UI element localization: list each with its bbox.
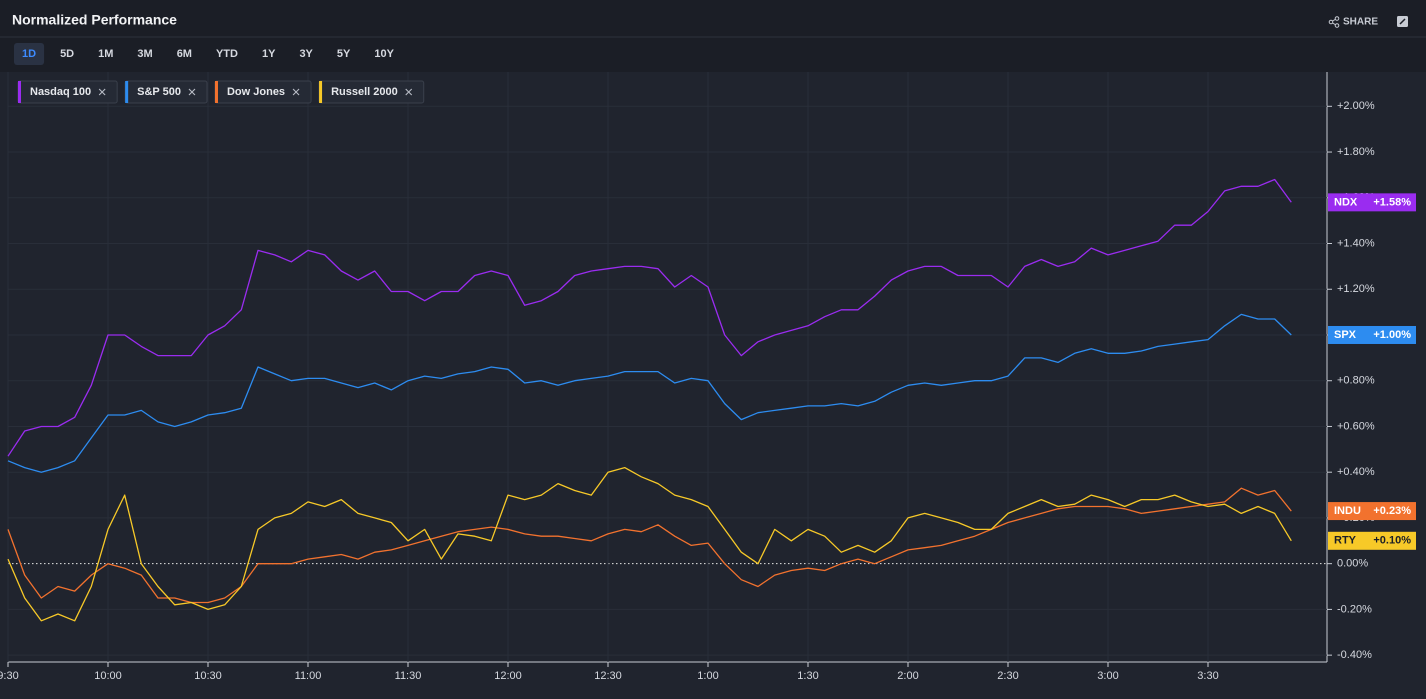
range-button[interactable]: 5Y <box>329 43 358 65</box>
range-label[interactable]: 1D <box>22 48 36 60</box>
range-label[interactable]: 3Y <box>299 48 313 60</box>
legend-swatch <box>18 81 21 103</box>
y-tick-label: 0.00% <box>1337 558 1368 570</box>
remove-stroke <box>292 88 300 96</box>
series-symbol: RTY <box>1334 535 1357 547</box>
last-value-tag-bg <box>1328 325 1416 344</box>
x-tick-label: 3:00 <box>1097 670 1118 682</box>
x-tick-label: 12:30 <box>594 670 622 682</box>
last-value-tag: SPX +1.00% <box>1328 325 1416 344</box>
range-label[interactable]: 5D <box>60 48 74 60</box>
remove-stroke <box>188 88 196 96</box>
y-tick-label: +0.80% <box>1337 375 1375 387</box>
x-tick-label: 2:00 <box>897 670 918 682</box>
series-line <box>7 487 1292 604</box>
share-button[interactable]: SHARE <box>1343 17 1378 28</box>
share-icon[interactable] <box>1328 16 1340 28</box>
legend-label: Dow Jones <box>227 86 285 98</box>
x-tick-label: 12:00 <box>494 670 522 682</box>
legend-label: Nasdaq 100 <box>30 86 91 98</box>
last-value-label: +1.58% <box>1373 196 1411 208</box>
range-button[interactable]: 1D <box>14 43 45 65</box>
range-button[interactable]: 1M <box>90 43 121 65</box>
last-value-label: +0.10% <box>1373 535 1411 547</box>
range-button[interactable]: 10Y <box>366 43 402 65</box>
range-label[interactable]: YTD <box>216 48 238 60</box>
x-tick-label: 11:30 <box>395 670 422 682</box>
y-tick-label: +0.40% <box>1337 466 1375 478</box>
remove-stroke <box>405 88 413 96</box>
range-button[interactable]: 3Y <box>291 43 320 65</box>
y-tick-label: -0.40% <box>1337 649 1372 661</box>
remove-series-icon[interactable] <box>405 88 413 96</box>
x-tick-label: 10:00 <box>94 670 122 682</box>
legend-swatch <box>125 81 129 103</box>
range-button-bg <box>14 43 45 65</box>
x-tick-label: 1:00 <box>697 670 718 682</box>
range-label[interactable]: 5Y <box>337 48 351 60</box>
range-button[interactable]: YTD <box>208 43 246 65</box>
series-line <box>7 313 1292 473</box>
range-button[interactable]: 6M <box>169 43 200 65</box>
last-value-tag: INDU +0.23% <box>1328 502 1416 521</box>
last-value-tag-bg <box>1328 502 1416 521</box>
last-value-tag: NDX +1.58% <box>1328 193 1416 212</box>
range-label[interactable]: 1M <box>98 48 113 60</box>
series-symbol: NDX <box>1334 196 1358 208</box>
plot-background <box>0 72 1426 699</box>
x-tick-label: 10:30 <box>194 670 222 682</box>
legend-chip[interactable]: Russell 2000 <box>318 80 425 104</box>
legend-swatch <box>214 81 218 103</box>
range-button[interactable]: 1Y <box>254 43 283 65</box>
legend-swatch <box>319 81 323 103</box>
series-symbol: INDU <box>1334 505 1361 517</box>
series-line <box>7 466 1292 622</box>
range-label[interactable]: 1Y <box>262 48 276 60</box>
x-tick-label: 3:30 <box>1197 670 1218 682</box>
y-tick-label: -0.20% <box>1337 603 1372 615</box>
x-tick-label: 11:00 <box>295 670 322 682</box>
range-label[interactable]: 6M <box>177 48 192 60</box>
expand-icon[interactable] <box>1397 16 1408 27</box>
remove-series-icon[interactable] <box>98 88 106 96</box>
last-value-tag: RTY +0.10% <box>1328 531 1416 550</box>
last-value-label: +1.00% <box>1373 329 1411 341</box>
last-value-label: +0.23% <box>1373 505 1411 517</box>
legend-label: Russell 2000 <box>331 86 398 98</box>
y-tick-label: +2.00% <box>1337 100 1375 112</box>
series-symbol: SPX <box>1334 329 1357 341</box>
remove-series-icon[interactable] <box>188 88 196 96</box>
range-label[interactable]: 10Y <box>374 48 394 60</box>
last-value-tag-bg <box>1328 193 1416 212</box>
y-tick-label: +1.80% <box>1337 146 1375 158</box>
x-tick-label: 9:30 <box>0 670 19 682</box>
y-tick-label: +1.20% <box>1337 283 1375 295</box>
remove-stroke <box>98 88 106 96</box>
title: Normalized Performance <box>12 12 177 28</box>
legend-chip[interactable]: S&P 500 <box>124 80 208 104</box>
series-line <box>7 178 1292 457</box>
remove-series-icon[interactable] <box>292 88 300 96</box>
legend-chip[interactable]: Dow Jones <box>214 80 312 104</box>
legend-chip[interactable]: Nasdaq 100 <box>17 80 118 104</box>
last-value-tag-bg <box>1328 531 1416 550</box>
x-tick-label: 2:30 <box>997 670 1018 682</box>
range-button[interactable]: 5D <box>52 43 82 65</box>
legend-label: S&P 500 <box>137 86 181 98</box>
y-tick-label: +0.60% <box>1337 420 1375 432</box>
x-tick-label: 1:30 <box>797 670 818 682</box>
y-tick-label: +1.40% <box>1337 237 1375 249</box>
range-button[interactable]: 3M <box>129 43 160 65</box>
range-label[interactable]: 3M <box>137 48 152 60</box>
